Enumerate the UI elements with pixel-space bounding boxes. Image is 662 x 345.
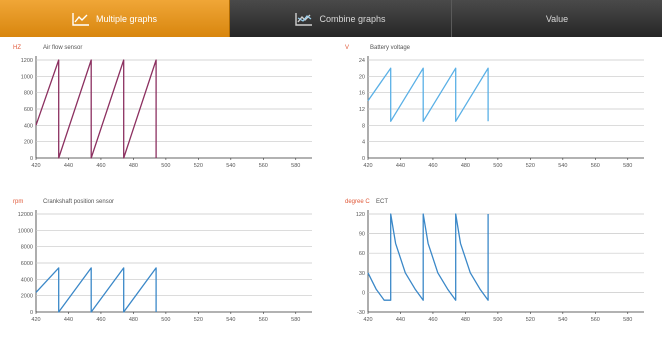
x-tick-label: 520	[194, 163, 203, 169]
chart-icon	[295, 12, 313, 26]
x-tick-label: 440	[64, 163, 73, 169]
x-tick-label: 500	[493, 163, 502, 169]
x-tick-label: 540	[226, 163, 235, 169]
y-unit-label: rpm	[13, 199, 24, 205]
x-tick-label: 560	[591, 317, 600, 323]
x-tick-label: 560	[259, 317, 268, 323]
x-tick-label: 580	[291, 163, 300, 169]
x-tick-label: 540	[226, 317, 235, 323]
line-chart: 0 200 400 600 800 1000 1200 420 440 460 480 500 520 5…	[21, 56, 312, 169]
y-tick-label: 60	[359, 251, 365, 257]
y-tick-label: 12	[359, 107, 365, 113]
y-unit-label: degree C	[345, 199, 370, 205]
series-line	[35, 267, 157, 313]
y-tick-label: 4	[362, 140, 365, 146]
x-tick-label: 580	[623, 163, 632, 169]
y-tick-label: 0	[30, 310, 33, 316]
y-tick-label: 0	[362, 156, 365, 162]
y-tick-label: 120	[356, 212, 365, 218]
y-tick-label: 24	[359, 58, 365, 64]
y-tick-label: 0	[362, 290, 365, 296]
tab-label: Combine graphs	[319, 13, 386, 24]
x-tick-label: 480	[461, 317, 470, 323]
y-tick-label: 8000	[21, 245, 33, 251]
y-tick-label: -30	[357, 310, 365, 316]
x-tick-label: 520	[526, 317, 535, 323]
y-tick-label: 90	[359, 232, 365, 238]
y-tick-label: 6000	[21, 261, 33, 267]
tab-multiple-graphs[interactable]: Multiple graphs	[0, 0, 230, 37]
y-tick-label: 800	[24, 91, 33, 97]
x-tick-label: 460	[96, 317, 105, 323]
line-chart: 0 2000 4000 6000 8000 10000 12000 420 440 460 480 5…	[18, 210, 312, 323]
chart-panel-battery-voltage: V Battery voltage 0 4 8 12 16 20 24 420 440 460 48…	[338, 40, 658, 180]
chart-panel-ect: degree C ECT -30 0 30 60 90 120 420 440 460 480 50…	[338, 194, 658, 334]
y-tick-label: 16	[359, 91, 365, 97]
y-tick-label: 200	[24, 140, 33, 146]
line-chart: -30 0 30 60 90 120 420 440 460 480 500 520 540 560 580	[356, 210, 644, 323]
tab-value[interactable]: Value	[452, 0, 662, 37]
y-tick-label: 400	[24, 123, 33, 129]
sensor-name: Battery voltage	[370, 45, 411, 51]
y-tick-label: 8	[362, 123, 365, 129]
series-line	[367, 67, 489, 122]
y-tick-label: 12000	[18, 212, 33, 218]
x-tick-label: 560	[259, 163, 268, 169]
x-tick-label: 540	[558, 317, 567, 323]
tab-combine-graphs[interactable]: Combine graphs	[230, 0, 452, 37]
x-tick-label: 420	[363, 163, 372, 169]
y-tick-label: 2000	[21, 294, 33, 300]
y-tick-label: 10000	[18, 228, 33, 234]
tab-bar: Multiple graphs Combine graphs Value	[0, 0, 662, 37]
x-tick-label: 580	[623, 317, 632, 323]
x-tick-label: 460	[96, 163, 105, 169]
y-tick-label: 1000	[21, 74, 33, 80]
x-tick-label: 420	[363, 317, 372, 323]
y-tick-label: 20	[359, 74, 365, 80]
series-line	[367, 213, 489, 301]
x-tick-label: 480	[461, 163, 470, 169]
tab-label: Multiple graphs	[95, 13, 158, 24]
x-tick-label: 580	[291, 317, 300, 323]
x-tick-label: 500	[493, 317, 502, 323]
y-tick-label: 0	[30, 156, 33, 162]
chart-panel-air-flow: HZ Air flow sensor 0 200 400 600 800 1000 1200…	[6, 40, 326, 180]
y-unit-label: HZ	[13, 45, 21, 51]
y-tick-label: 600	[24, 107, 33, 113]
x-tick-label: 480	[129, 163, 138, 169]
sensor-name: ECT	[376, 199, 388, 205]
tab-label: Value	[545, 13, 569, 24]
y-tick-label: 1200	[21, 58, 33, 64]
x-tick-label: 440	[64, 317, 73, 323]
x-tick-label: 440	[396, 317, 405, 323]
x-tick-label: 420	[31, 317, 40, 323]
sensor-name: Air flow sensor	[43, 45, 83, 51]
x-tick-label: 500	[161, 317, 170, 323]
chart-panel-crankshaft: rpm Crankshaft position sensor 0 2000 4000…	[6, 194, 326, 334]
chart-icon	[72, 12, 90, 26]
x-tick-label: 440	[396, 163, 405, 169]
x-tick-label: 420	[31, 163, 40, 169]
sensor-name: Crankshaft position sensor	[43, 199, 115, 205]
y-tick-label: 4000	[21, 277, 33, 283]
x-tick-label: 460	[428, 163, 437, 169]
series-line	[35, 59, 157, 159]
x-tick-label: 500	[161, 163, 170, 169]
line-chart: 0 4 8 12 16 20 24 420 440 460 480 500 520 540 560 580	[359, 56, 644, 169]
x-tick-label: 520	[526, 163, 535, 169]
x-tick-label: 560	[591, 163, 600, 169]
x-tick-label: 480	[129, 317, 138, 323]
x-tick-label: 540	[558, 163, 567, 169]
x-tick-label: 460	[428, 317, 437, 323]
y-tick-label: 30	[359, 271, 365, 277]
x-tick-label: 520	[194, 317, 203, 323]
y-unit-label: V	[345, 45, 350, 51]
